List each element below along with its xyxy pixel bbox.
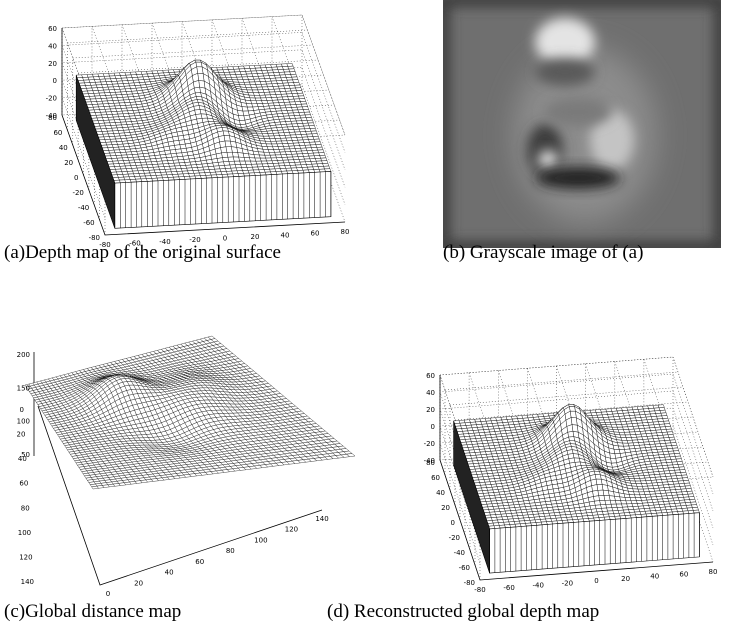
z-tick-label: 60 [48, 25, 57, 33]
x-tick-label: 100 [254, 536, 267, 544]
figure: -80-60-40-20020406080806040200-20-40-60-… [0, 0, 731, 630]
y-tick-label: 120 [19, 553, 32, 561]
z-tick-label: 40 [48, 42, 57, 50]
z-tick-label: 200 [17, 351, 30, 359]
x-tick-label: 60 [311, 230, 320, 238]
x-tick-label: 20 [251, 233, 260, 241]
z-tick-label: 150 [17, 384, 30, 392]
panel-d: -80-60-40-20020406080806040200-20-40-60-… [424, 357, 718, 594]
panel-c: 2001501005002040608010012014002040608010… [17, 336, 355, 598]
y-tick-label: -20 [72, 189, 83, 197]
z-tick-label: 0 [53, 77, 57, 85]
x-tick-label: 120 [285, 526, 298, 534]
y-tick-label: 60 [19, 480, 28, 488]
y-tick-label: 20 [17, 431, 26, 439]
grayscale-image [443, 0, 721, 248]
x-tick-label: 80 [226, 547, 235, 555]
grid-line [73, 45, 313, 58]
panel-b [443, 0, 721, 248]
grid-line [62, 15, 302, 28]
x-tick-label: 40 [281, 231, 290, 239]
image-shape [536, 167, 620, 189]
y-tick-label: 0 [20, 406, 24, 414]
image-shape [544, 98, 612, 126]
y-tick-label: 40 [18, 455, 27, 463]
y-tick-label: -40 [78, 204, 89, 212]
y-tick-label: 0 [74, 174, 78, 182]
y-tick-label: -60 [83, 219, 94, 227]
image-shape [535, 58, 595, 86]
z-tick-label: 100 [17, 418, 30, 426]
y-tick-label: -80 [89, 234, 100, 242]
grid-line [450, 387, 683, 405]
y-tick-label: 20 [64, 159, 73, 167]
page: {"panels": [ {"caption": "(a)Depth map o… [0, 0, 731, 630]
y-tick-label: 60 [53, 129, 62, 137]
x-tick-label: 40 [165, 569, 174, 577]
y-tick-label: 140 [21, 578, 34, 586]
grid-line [67, 30, 307, 43]
x-tick-label: 20 [134, 579, 143, 587]
z-tick-label: 20 [48, 60, 57, 68]
y-tick-label: 40 [59, 144, 68, 152]
image-shape [538, 150, 558, 170]
y-tick-label: 100 [18, 529, 31, 537]
x-tick-label: 140 [315, 515, 328, 523]
x-tick-label: 60 [195, 558, 204, 566]
x-tick-label: 0 [106, 590, 110, 598]
y-tick-label: 80 [21, 504, 30, 512]
z-tick-label: -20 [46, 95, 57, 103]
panel-a: -80-60-40-20020406080806040200-20-40-60-… [46, 15, 350, 249]
x-tick-label: 80 [341, 228, 350, 236]
z-tick-label: -40 [46, 112, 57, 120]
